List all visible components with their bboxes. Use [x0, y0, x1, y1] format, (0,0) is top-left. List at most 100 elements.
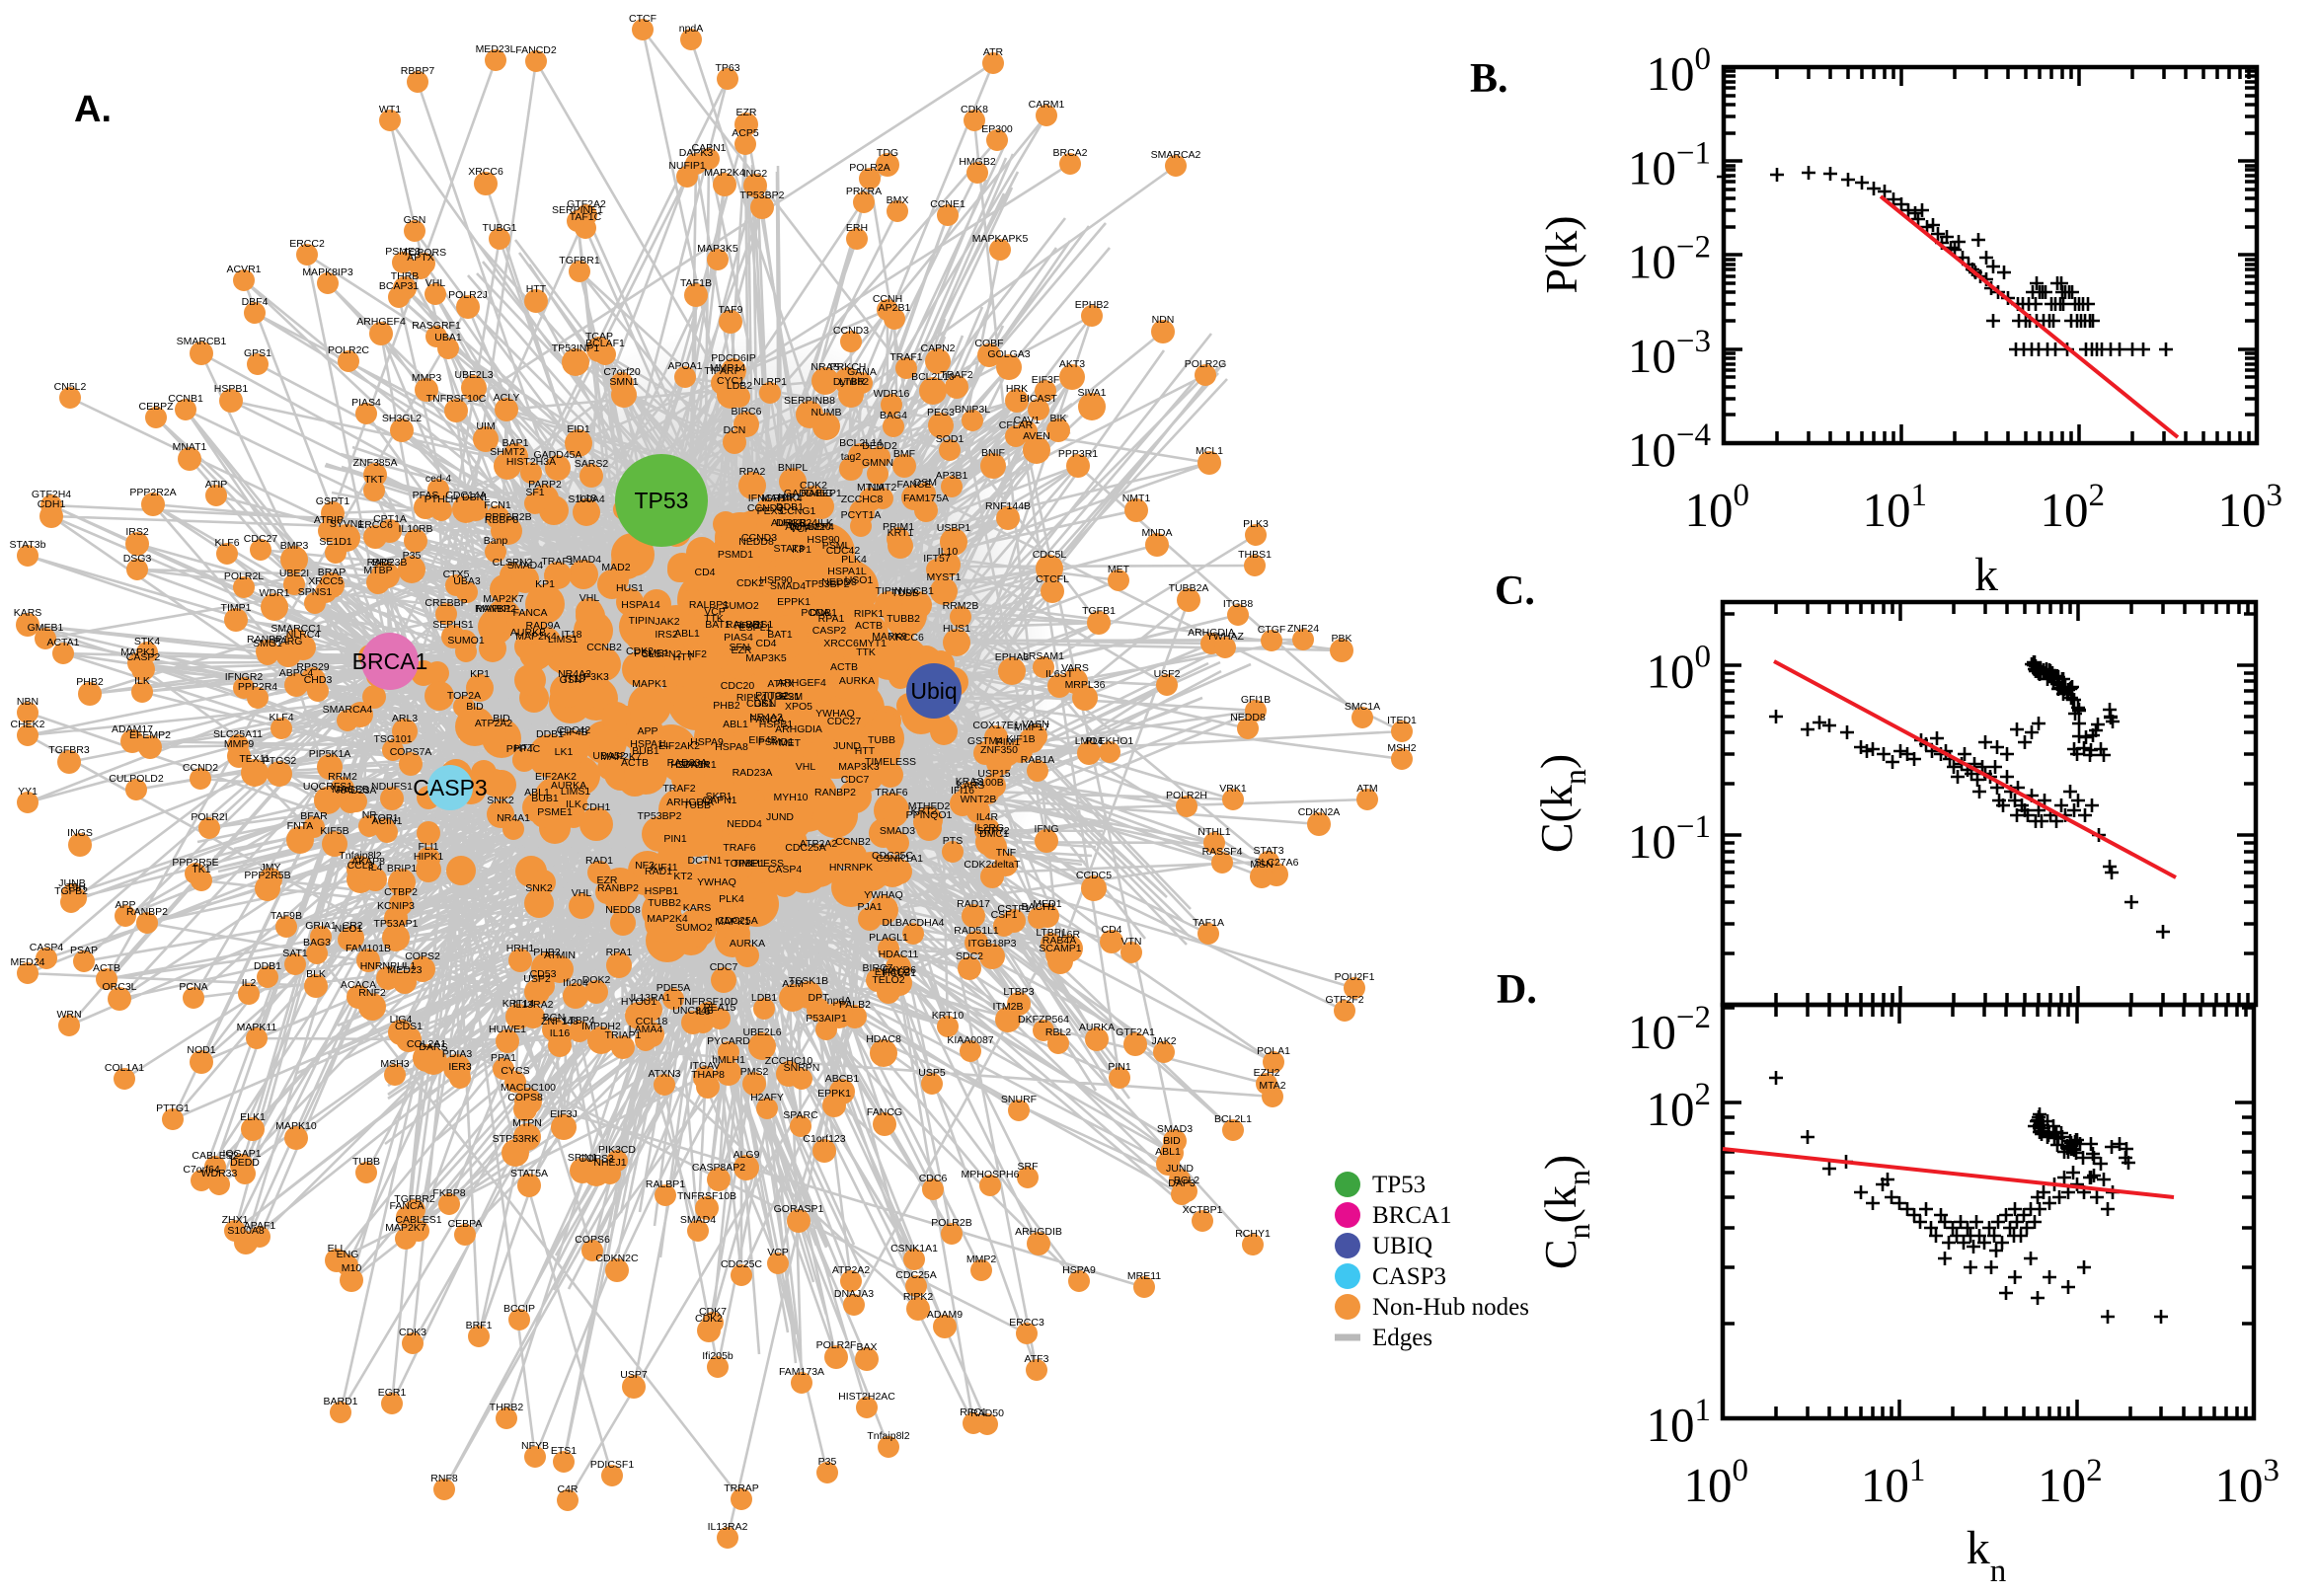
svg-text:UQCRFS1: UQCRFS1 [303, 781, 352, 793]
svg-text:C4R: C4R [557, 1483, 578, 1495]
svg-text:JAK2: JAK2 [1151, 1035, 1176, 1047]
svg-text:VHL: VHL [796, 761, 816, 773]
svg-text:TDG: TDG [877, 147, 898, 159]
svg-text:ZNF385A: ZNF385A [353, 457, 398, 469]
svg-text:CCND3: CCND3 [741, 532, 777, 544]
svg-text:PCNA: PCNA [801, 607, 829, 619]
svg-text:ACIN1: ACIN1 [372, 815, 403, 827]
svg-text:NR4A1: NR4A1 [497, 812, 530, 824]
svg-text:SNRPN: SNRPN [784, 1062, 820, 1074]
svg-text:CDKN2C: CDKN2C [595, 1253, 639, 1264]
svg-text:SHMT2: SHMT2 [490, 446, 525, 458]
svg-text:TTK: TTK [704, 613, 724, 625]
svg-text:GRIA1: GRIA1 [305, 920, 337, 932]
svg-text:TP53BP2: TP53BP2 [806, 578, 850, 590]
svg-text:BID: BID [466, 701, 484, 713]
svg-text:CFLAR: CFLAR [999, 419, 1034, 431]
svg-text:PSMD1: PSMD1 [758, 736, 794, 748]
svg-text:CDS1: CDS1 [395, 1021, 423, 1032]
svg-text:BRCA2: BRCA2 [1052, 147, 1087, 159]
svg-text:ACTB: ACTB [621, 757, 649, 769]
svg-text:PSAP: PSAP [70, 945, 98, 956]
svg-text:FAM173A: FAM173A [779, 1366, 824, 1378]
svg-text:BID: BID [493, 713, 510, 724]
svg-text:MET: MET [779, 737, 802, 749]
svg-text:USO1: USO1 [845, 574, 874, 586]
svg-text:IL13RA2: IL13RA2 [708, 1521, 748, 1533]
svg-text:RFC1: RFC1 [960, 1406, 987, 1418]
svg-text:BGN: BGN [543, 1012, 566, 1024]
svg-text:IFNGR1: IFNGR1 [748, 493, 787, 504]
svg-text:FCN1: FCN1 [484, 499, 511, 511]
svg-text:PBK: PBK [1331, 633, 1351, 645]
svg-text:S100B: S100B [972, 777, 1004, 789]
svg-text:CCNG1: CCNG1 [780, 505, 816, 517]
svg-text:PSML: PSML [822, 540, 851, 552]
svg-text:MAP3K3: MAP3K3 [838, 761, 880, 773]
svg-text:COPS8: COPS8 [507, 1092, 543, 1103]
svg-text:CCNB1: CCNB1 [168, 393, 203, 405]
svg-text:IT18: IT18 [564, 673, 584, 685]
svg-text:COPS6: COPS6 [575, 1234, 610, 1246]
svg-text:MTBP: MTBP [363, 565, 392, 576]
svg-text:BLK: BLK [306, 968, 326, 980]
svg-text:MNDA: MNDA [1142, 527, 1173, 539]
svg-text:BNIPL: BNIPL [778, 462, 809, 474]
svg-text:Ifi204: Ifi204 [563, 977, 588, 989]
svg-text:A.: A. [74, 89, 112, 130]
svg-text:EIF4G2: EIF4G2 [875, 966, 910, 978]
svg-text:PLK3: PLK3 [1243, 518, 1269, 530]
svg-text:ETS1: ETS1 [551, 1445, 577, 1457]
svg-text:MAD2: MAD2 [601, 562, 630, 573]
svg-text:HTT: HTT [514, 742, 535, 754]
svg-text:PPP4C: PPP4C [506, 743, 541, 755]
svg-text:MAP2K7: MAP2K7 [483, 593, 524, 605]
svg-text:RBL2: RBL2 [1045, 1026, 1071, 1038]
svg-text:EP300: EP300 [981, 123, 1013, 135]
svg-text:NDN: NDN [1152, 314, 1175, 326]
svg-text:XRCC5: XRCC5 [308, 575, 344, 587]
svg-text:DBF4: DBF4 [242, 296, 269, 308]
svg-text:MMP17: MMP17 [1014, 722, 1049, 733]
svg-text:TP53BP2: TP53BP2 [638, 810, 682, 822]
svg-text:SMAD4: SMAD4 [507, 560, 543, 571]
svg-text:VHL: VHL [425, 277, 446, 289]
svg-text:CTGF: CTGF [1258, 624, 1286, 636]
svg-text:RAB4A: RAB4A [1042, 935, 1076, 947]
svg-text:PEG3: PEG3 [927, 407, 955, 418]
svg-text:FANCA: FANCA [512, 607, 547, 619]
svg-text:ACTB: ACTB [830, 661, 858, 673]
svg-text:ESPL1: ESPL1 [739, 622, 772, 634]
svg-text:CHD3: CHD3 [304, 674, 333, 686]
svg-text:CASP3: CASP3 [1372, 1263, 1446, 1290]
svg-text:COX17E1: COX17E1 [972, 720, 1019, 731]
svg-text:ACP5: ACP5 [732, 127, 759, 139]
svg-text:GTF2A1: GTF2A1 [1116, 1026, 1155, 1038]
svg-text:IL2: IL2 [242, 977, 257, 989]
svg-text:POLR2I: POLR2I [191, 811, 227, 823]
svg-text:FAM175A: FAM175A [903, 493, 949, 504]
svg-text:PPP2R2B: PPP2R2B [485, 511, 531, 523]
svg-text:RANBP2: RANBP2 [475, 603, 516, 615]
svg-text:TOP2A: TOP2A [447, 690, 481, 702]
svg-text:CDC25A: CDC25A [895, 1269, 936, 1281]
svg-text:DCN: DCN [724, 424, 746, 436]
svg-text:BAP1: BAP1 [502, 437, 529, 449]
svg-text:ERH: ERH [846, 222, 868, 234]
svg-text:CDC6: CDC6 [919, 1173, 948, 1184]
svg-text:C1orf123: C1orf123 [803, 1133, 845, 1145]
svg-text:RNF144B: RNF144B [985, 500, 1031, 512]
svg-text:PEX5: PEX5 [757, 505, 784, 517]
svg-text:DMC1: DMC1 [979, 828, 1009, 840]
svg-text:ABCB1: ABCB1 [825, 1073, 860, 1085]
svg-text:KRAS: KRAS [956, 776, 984, 788]
svg-text:CCNH: CCNH [873, 293, 902, 305]
svg-text:ARHGDIA: ARHGDIA [775, 723, 822, 735]
svg-text:PDICSF1: PDICSF1 [590, 1459, 635, 1471]
svg-text:INGS: INGS [67, 827, 93, 839]
svg-text:NBN: NBN [17, 696, 39, 708]
svg-text:CCND2: CCND2 [183, 762, 218, 774]
svg-text:RAD23A: RAD23A [733, 767, 773, 779]
svg-text:CAV1: CAV1 [1014, 415, 1041, 426]
svg-text:IT18: IT18 [561, 629, 581, 641]
